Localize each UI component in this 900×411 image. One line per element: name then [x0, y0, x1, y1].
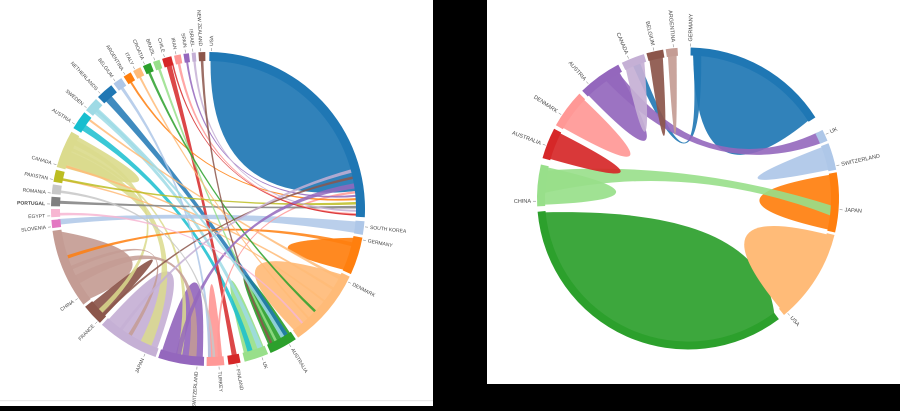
svg-text:CHINA: CHINA — [514, 199, 532, 205]
svg-text:USA: USA — [209, 35, 215, 46]
svg-text:JAPAN: JAPAN — [844, 207, 862, 214]
svg-text:EGYPT: EGYPT — [28, 213, 45, 220]
svg-text:GERMANY: GERMANY — [688, 13, 694, 41]
svg-text:PORTUGAL: PORTUGAL — [17, 200, 45, 207]
